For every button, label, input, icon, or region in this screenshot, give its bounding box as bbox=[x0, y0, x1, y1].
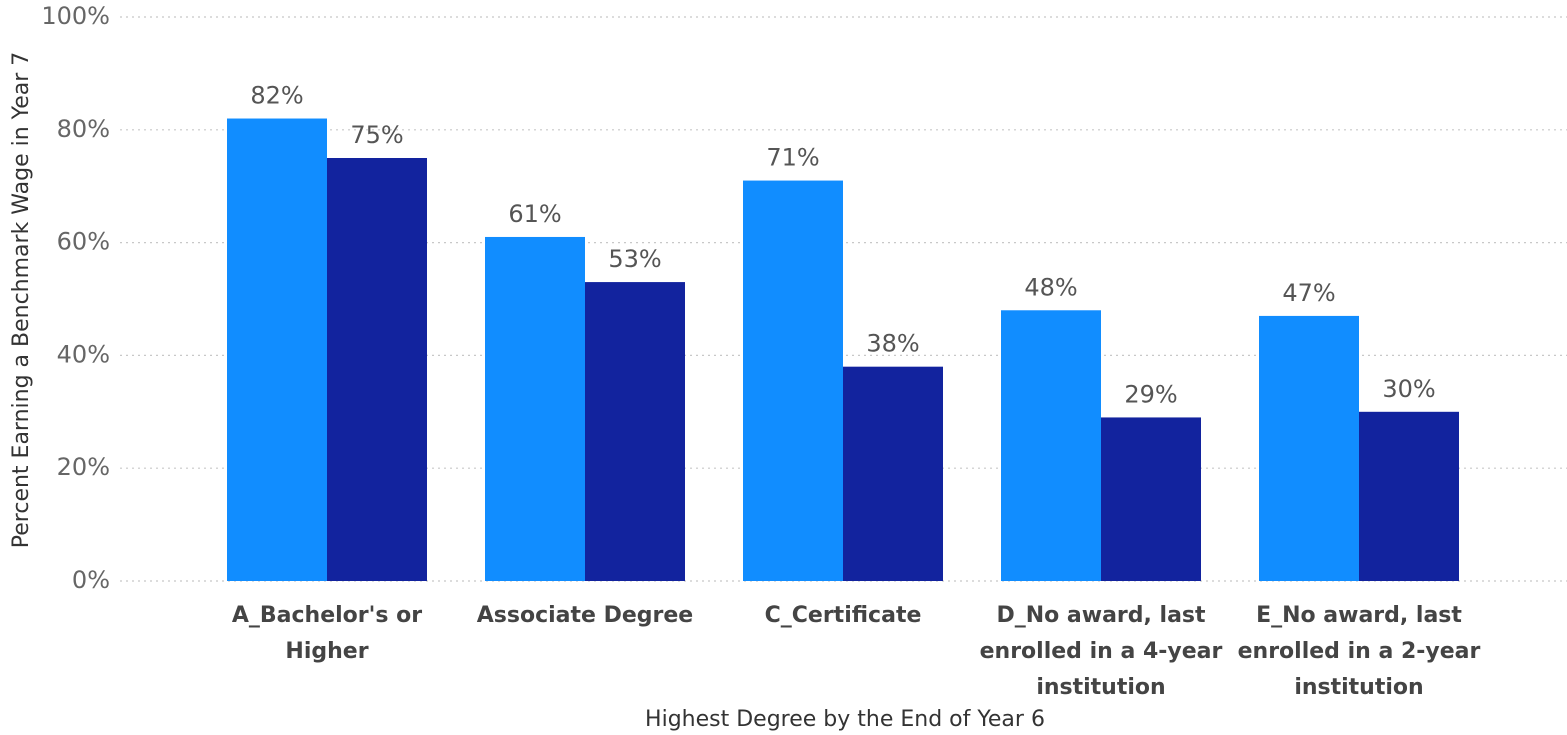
value-label: 82% bbox=[250, 82, 303, 110]
y-tick-label: 80% bbox=[57, 115, 110, 143]
y-tick-label: 60% bbox=[57, 228, 110, 256]
x-tick-label: A_Bachelor's or Higher bbox=[231, 603, 423, 664]
bar bbox=[327, 158, 427, 581]
value-label: 61% bbox=[508, 200, 561, 228]
value-label: 30% bbox=[1382, 375, 1435, 403]
value-label: 38% bbox=[866, 330, 919, 358]
value-label: 75% bbox=[350, 121, 403, 149]
x-tick-label: E_No award, last enrolled in a 2-year in… bbox=[1237, 603, 1481, 700]
x-tick-label: D_No award, last enrolled in a 4-year in… bbox=[979, 603, 1223, 700]
bar bbox=[585, 282, 685, 581]
value-label: 29% bbox=[1124, 380, 1177, 408]
bar bbox=[843, 366, 943, 581]
y-tick-label: 20% bbox=[57, 453, 110, 481]
bar bbox=[227, 118, 327, 582]
x-tick-label: Associate Degree bbox=[476, 603, 694, 628]
y-axis-title: Percent Earning a Benchmark Wage in Year… bbox=[9, 52, 34, 548]
x-axis-title: Highest Degree by the End of Year 6 bbox=[645, 707, 1045, 732]
bar bbox=[743, 180, 843, 581]
bar bbox=[1259, 315, 1359, 581]
value-label: 47% bbox=[1282, 279, 1335, 307]
value-label: 71% bbox=[766, 144, 819, 172]
bar bbox=[1101, 417, 1201, 581]
bar bbox=[485, 236, 585, 581]
bar bbox=[1001, 310, 1101, 581]
y-tick-label: 40% bbox=[57, 340, 110, 368]
x-tick-label: C_Certificate bbox=[764, 603, 922, 628]
value-label: 48% bbox=[1024, 273, 1077, 301]
y-tick-label: 0% bbox=[72, 566, 110, 594]
y-tick-label: 100% bbox=[41, 2, 110, 30]
bar bbox=[1359, 411, 1459, 581]
value-label: 53% bbox=[608, 245, 661, 273]
